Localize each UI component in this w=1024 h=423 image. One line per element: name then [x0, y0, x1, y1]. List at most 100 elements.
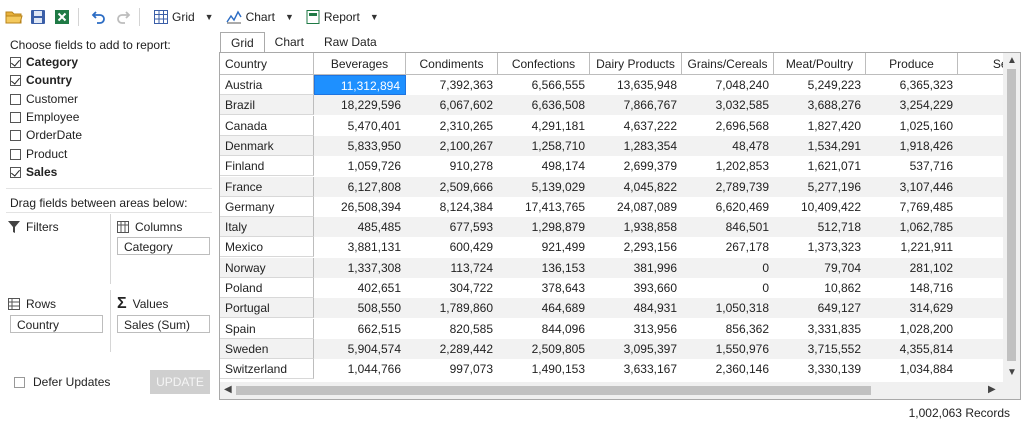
grid-view-button[interactable]: Grid ▼ [154, 10, 214, 24]
grid-cell[interactable]: 267,178 [725, 240, 769, 255]
grid-cell[interactable]: 6,067,602 [406, 95, 498, 116]
grid-cell[interactable]: 921,499 [541, 240, 585, 255]
defer-updates-checkbox[interactable]: Defer Updates [14, 375, 110, 389]
grid-cell[interactable]: 1,621,071 [807, 159, 861, 174]
grid-cell[interactable]: 3,688,276 [774, 95, 866, 116]
grid-cell[interactable]: 856,362 [725, 321, 769, 336]
update-button[interactable]: UPDATE [150, 370, 210, 394]
scroll-down-icon[interactable]: ▼ [1007, 367, 1017, 378]
grid-cell[interactable]: 10,862 [824, 281, 861, 295]
row-header[interactable]: Brazil [220, 95, 314, 116]
grid-cell[interactable]: 1,025,160 [899, 118, 953, 133]
grid-cell[interactable]: 281,102 [866, 257, 958, 278]
rows-field-chip[interactable]: Country [10, 315, 103, 333]
row-header[interactable]: Denmark [220, 135, 314, 156]
column-header[interactable]: Condiments [406, 53, 498, 75]
grid-cell[interactable]: 1,034,884 [899, 362, 953, 377]
tab-raw-data[interactable]: Raw Data [324, 35, 377, 49]
grid-cell[interactable]: 13,635,948 [616, 78, 677, 92]
grid-cell[interactable]: 304,722 [449, 281, 493, 295]
grid-cell[interactable]: 1,202,853 [715, 159, 769, 174]
grid-cell[interactable]: 18,229,596 [314, 95, 406, 116]
grid-cell[interactable]: 910,278 [449, 159, 493, 174]
grid-cell[interactable]: 1,050,318 [682, 298, 774, 319]
grid-cell[interactable]: 2,509,805 [498, 338, 590, 359]
grid-cell[interactable]: 1,028,200 [899, 321, 953, 336]
grid-cell[interactable]: 1,938,858 [590, 217, 682, 238]
grid-cell[interactable]: 7,769,485 [899, 199, 953, 214]
grid-cell[interactable]: 508,550 [314, 298, 406, 319]
grid-cell[interactable]: 0 [762, 281, 769, 295]
grid-cell[interactable]: 1,373,323 [807, 240, 861, 255]
report-button[interactable]: Report ▼ [306, 10, 379, 24]
grid-cell[interactable]: 1,221,911 [900, 240, 954, 255]
field-product[interactable]: Product [10, 147, 67, 161]
tab-grid[interactable]: Grid [220, 32, 265, 54]
grid-cell[interactable]: 485,485 [314, 217, 406, 238]
grid-cell[interactable]: 498,174 [541, 159, 585, 174]
grid-cell[interactable]: 10,409,422 [800, 199, 861, 214]
scroll-thumb[interactable] [1007, 69, 1016, 361]
horizontal-scrollbar[interactable]: ◀ ▶ [220, 382, 1020, 399]
grid-cell[interactable]: 4,045,822 [590, 176, 682, 197]
grid-cell[interactable]: 649,127 [774, 298, 866, 319]
row-header[interactable]: Portugal [220, 298, 314, 319]
grid-cell[interactable]: 600,429 [449, 240, 493, 255]
grid-cell[interactable]: 3,107,446 [866, 176, 958, 197]
grid-cell[interactable]: 1,827,420 [807, 118, 861, 133]
grid-cell[interactable]: 79,704 [774, 257, 866, 278]
column-header[interactable]: Confections [498, 53, 590, 75]
grid-cell[interactable]: 381,996 [590, 257, 682, 278]
vertical-scrollbar[interactable]: ▲ ▼ [1003, 53, 1020, 383]
grid-cell[interactable]: 8,124,384 [439, 199, 493, 214]
redo-icon[interactable] [113, 7, 133, 27]
grid-cell[interactable]: 148,716 [909, 281, 953, 295]
grid-cell[interactable]: 113,724 [406, 257, 498, 278]
scroll-up-icon[interactable]: ▲ [1007, 55, 1017, 66]
field-orderdate[interactable]: OrderDate [10, 128, 82, 142]
grid-cell[interactable]: 3,254,229 [866, 95, 958, 116]
grid-cell[interactable]: 1,059,726 [347, 159, 401, 174]
column-header[interactable]: Produce [866, 53, 958, 75]
grid-cell[interactable]: 24,087,089 [616, 199, 677, 214]
scroll-left-icon[interactable]: ◀ [224, 384, 232, 395]
grid-cell[interactable]: 1,490,153 [531, 362, 585, 377]
row-header[interactable]: France [220, 176, 314, 197]
grid-cell[interactable]: 997,073 [449, 362, 493, 377]
grid-cell[interactable]: 5,249,223 [807, 78, 861, 92]
grid-cell[interactable]: 5,139,029 [498, 176, 590, 197]
grid-cell[interactable]: 4,291,181 [531, 118, 585, 133]
field-customer[interactable]: Customer [10, 92, 78, 106]
chevron-down-icon[interactable]: ▼ [284, 12, 294, 22]
row-header[interactable]: Switzerland [220, 359, 314, 380]
grid-cell[interactable]: 1,298,879 [498, 217, 590, 238]
grid-cell[interactable]: 6,636,508 [498, 95, 590, 116]
grid-cell[interactable]: 2,789,739 [682, 176, 774, 197]
grid-cell[interactable]: 1,258,710 [498, 135, 590, 156]
grid-cell[interactable]: 7,048,240 [715, 78, 769, 92]
grid-cell[interactable]: 4,355,814 [866, 338, 958, 359]
grid-cell[interactable]: 5,277,196 [774, 176, 866, 197]
grid-cell[interactable]: 537,716 [909, 159, 953, 174]
grid-cell[interactable]: 3,881,131 [347, 240, 401, 255]
column-header[interactable]: Grains/Cereals [682, 53, 774, 75]
scroll-right-icon[interactable]: ▶ [988, 384, 996, 395]
grid-cell[interactable]: 820,585 [449, 321, 493, 336]
pivot-grid[interactable]: Country Beverages Condiments Confections Dai… [219, 52, 1021, 400]
column-header[interactable]: Beverages [314, 53, 406, 75]
grid-cell[interactable]: 402,651 [357, 281, 401, 295]
grid-cell[interactable]: 3,330,139 [807, 362, 861, 377]
grid-cell[interactable]: 26,508,394 [340, 199, 401, 214]
grid-cell[interactable]: 48,478 [682, 135, 774, 156]
excel-export-icon[interactable] [52, 7, 72, 27]
grid-cell[interactable]: 2,696,568 [715, 118, 769, 133]
grid-cell[interactable]: 1,062,785 [866, 217, 958, 238]
row-header[interactable]: Austria [220, 75, 314, 95]
checkbox[interactable] [10, 148, 21, 160]
checkbox-checked[interactable] [10, 166, 21, 178]
grid-cell[interactable]: 3,633,167 [623, 362, 677, 377]
columns-field-chip[interactable]: Category [117, 237, 210, 255]
tab-chart[interactable]: Chart [274, 35, 305, 49]
row-header[interactable]: Italy [220, 217, 314, 238]
grid-cell[interactable]: 2,289,442 [406, 338, 498, 359]
